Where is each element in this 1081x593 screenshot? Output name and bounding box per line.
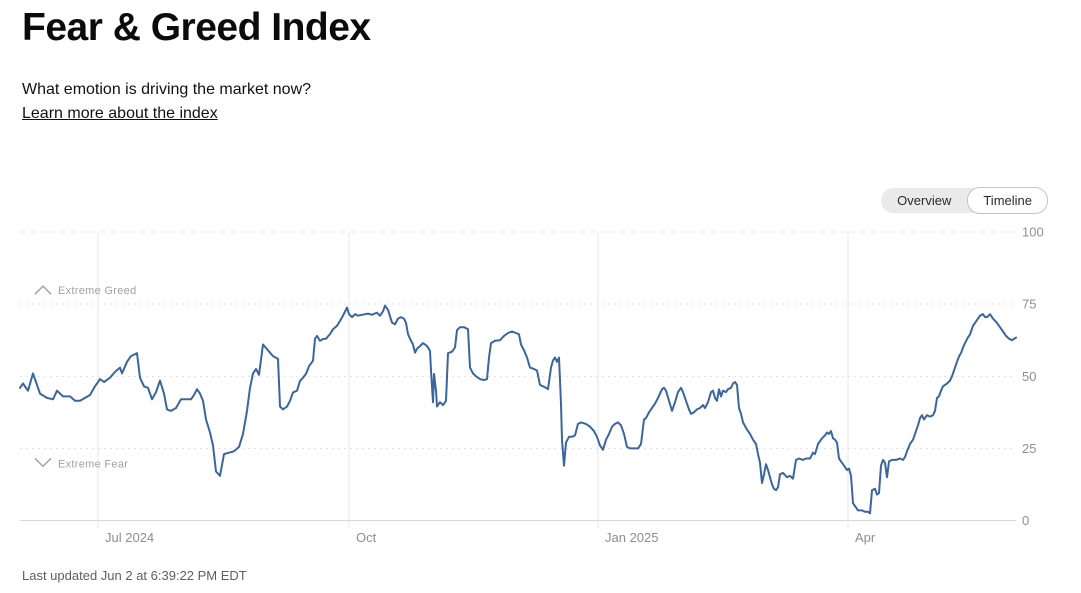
y-axis-label-75: 75 (1022, 297, 1036, 312)
y-axis-label-100: 100 (1022, 225, 1044, 240)
view-toggle: Overview Timeline (881, 187, 1048, 214)
y-axis-label-0: 0 (1022, 513, 1029, 528)
threshold-label-extreme-greed: Extreme Greed (58, 285, 136, 297)
toggle-option-timeline[interactable]: Timeline (967, 187, 1048, 214)
fear-greed-index-line (19, 304, 1017, 515)
chevron-down-icon (34, 457, 52, 468)
y-axis-label-25: 25 (1022, 441, 1036, 456)
x-axis-label-Apr: Apr (855, 530, 876, 545)
threshold-label-extreme-fear: Extreme Fear (58, 458, 128, 470)
y-axis-label-50: 50 (1022, 369, 1036, 384)
last-updated-text: Last updated Jun 2 at 6:39:22 PM EDT (22, 568, 247, 583)
learn-more-link[interactable]: Learn more about the index (22, 105, 218, 122)
x-axis-label-Jul 2024: Jul 2024 (105, 530, 154, 545)
page-subtitle: What emotion is driving the market now? (22, 81, 312, 98)
x-axis-label-Jan 2025: Jan 2025 (605, 530, 659, 545)
page-title: Fear & Greed Index (22, 6, 371, 49)
chevron-up-icon (34, 285, 52, 295)
timeline-chart[interactable]: 0 25 50 75 100 Jul 2024 Oct Jan 2025 Apr Extreme … (0, 220, 1081, 565)
x-axis-label-Oct: Oct (356, 530, 377, 545)
toggle-option-overview[interactable]: Overview (897, 193, 952, 208)
